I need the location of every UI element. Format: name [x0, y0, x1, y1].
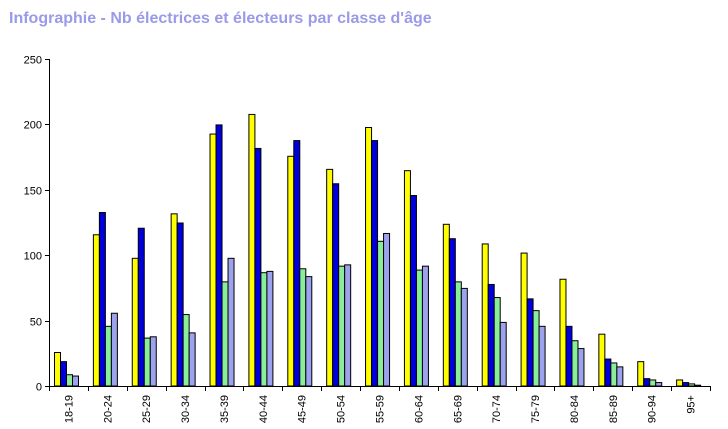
x-tick-label: 30-34 — [180, 395, 192, 423]
bar-30-34-s4 — [188, 332, 196, 387]
x-tick-label: 85-89 — [608, 395, 620, 423]
bar-95+-s2 — [682, 382, 690, 387]
bar-60-64-s3 — [415, 269, 423, 387]
bar-85-89-s3 — [610, 362, 618, 387]
bar-95+-s3 — [688, 383, 696, 387]
bar-70-74-s4 — [499, 321, 507, 387]
y-tick-label: 100 — [24, 251, 42, 263]
bar-20-24-s3 — [104, 325, 112, 387]
bar-35-39-s4 — [227, 257, 235, 387]
bar-18-19-s1 — [54, 351, 61, 387]
bar-70-74-s2 — [487, 283, 495, 387]
bar-70-74-s3 — [493, 297, 501, 387]
bar-90-94-s4 — [655, 382, 663, 387]
bar-40-44-s1 — [248, 113, 256, 387]
bar-45-49-s1 — [287, 155, 295, 387]
bar-95+-s4 — [694, 384, 702, 387]
x-tick-label: 25-29 — [141, 395, 153, 423]
x-tick-label: 60-64 — [413, 395, 425, 423]
bar-60-64-s4 — [421, 265, 429, 387]
bar-25-29-s4 — [149, 336, 157, 387]
x-tick-label: 18-19 — [63, 395, 75, 423]
x-tick-label: 55-59 — [375, 395, 387, 423]
chart-title: Infographie - Nb électrices et électeurs… — [9, 10, 432, 27]
x-tick-label: 40-44 — [258, 395, 270, 423]
bar-18-19-s4 — [72, 375, 79, 387]
bar-40-44-s4 — [266, 270, 274, 387]
bar-18-19-s2 — [60, 361, 67, 387]
bar-80-84-s2 — [565, 325, 573, 387]
y-tick-label: 50 — [30, 317, 42, 329]
bar-65-69-s1 — [442, 223, 450, 387]
bar-45-49-s4 — [305, 276, 313, 387]
y-tick-label: 200 — [24, 120, 42, 132]
bar-20-24-s1 — [92, 234, 100, 387]
bar-65-69-s2 — [448, 238, 456, 387]
bar-55-59-s3 — [377, 240, 385, 387]
bar-50-54-s1 — [326, 168, 334, 387]
x-tick-label: 35-39 — [219, 395, 231, 423]
bar-90-94-s3 — [649, 379, 657, 387]
bar-75-79-s2 — [526, 298, 534, 387]
bar-35-39-s3 — [221, 281, 229, 387]
x-tick-label: 80-84 — [569, 395, 581, 423]
bar-20-24-s4 — [110, 312, 118, 387]
bar-50-54-s3 — [338, 265, 346, 387]
bar-55-59-s2 — [371, 140, 379, 387]
bar-90-94-s1 — [637, 361, 645, 387]
bar-95+-s1 — [676, 379, 684, 387]
bar-40-44-s3 — [260, 272, 268, 387]
x-tick-label: 45-49 — [297, 395, 309, 423]
bar-25-29-s2 — [137, 227, 145, 387]
bar-55-59-s4 — [383, 232, 391, 387]
bar-75-79-s4 — [538, 325, 546, 387]
x-tick-label: 75-79 — [530, 395, 542, 423]
bar-30-34-s2 — [176, 222, 184, 387]
bar-80-84-s1 — [559, 278, 567, 387]
bar-80-84-s4 — [577, 348, 585, 387]
bar-20-24-s2 — [98, 212, 106, 387]
bar-80-84-s3 — [571, 340, 579, 387]
x-tick-label: 70-74 — [491, 395, 503, 423]
bar-55-59-s1 — [365, 127, 373, 387]
bar-50-54-s4 — [344, 264, 352, 387]
bar-25-29-s3 — [143, 337, 151, 387]
bars-group — [54, 113, 702, 387]
bar-75-79-s1 — [520, 252, 528, 387]
bar-45-49-s2 — [293, 140, 301, 387]
y-axis: 0 50 100 150 200 250 — [24, 55, 50, 394]
bar-85-89-s2 — [604, 358, 612, 387]
bar-60-64-s1 — [403, 170, 411, 387]
bar-65-69-s3 — [454, 281, 462, 387]
bar-75-79-s3 — [532, 310, 540, 387]
y-tick-label: 150 — [24, 186, 42, 198]
bar-30-34-s1 — [170, 213, 178, 387]
bar-18-19-s3 — [66, 374, 73, 387]
bar-35-39-s1 — [209, 133, 217, 387]
bar-35-39-s2 — [215, 124, 223, 387]
y-tick-label: 250 — [24, 55, 42, 67]
bar-85-89-s1 — [598, 333, 606, 387]
bar-50-54-s2 — [332, 183, 340, 387]
bar-60-64-s2 — [409, 195, 417, 387]
bar-70-74-s1 — [481, 243, 489, 387]
bar-30-34-s3 — [182, 314, 190, 387]
y-tick-label: 0 — [36, 382, 42, 394]
bar-65-69-s4 — [460, 287, 468, 387]
x-tick-label: 95+ — [686, 395, 698, 414]
x-tick-label: 50-54 — [336, 395, 348, 423]
x-tick-label: 20-24 — [102, 395, 114, 423]
x-tick-label: 65-69 — [452, 395, 464, 423]
bar-45-49-s3 — [299, 268, 307, 387]
bar-85-89-s4 — [616, 366, 624, 387]
x-tick-label: 90-94 — [647, 395, 659, 423]
bar-25-29-s1 — [131, 257, 139, 387]
bar-40-44-s2 — [254, 147, 262, 387]
bar-90-94-s2 — [643, 378, 651, 387]
x-axis: 18-19 20-24 25-29 30-34 35-39 40-44 45-49 50-54… — [49, 386, 711, 423]
